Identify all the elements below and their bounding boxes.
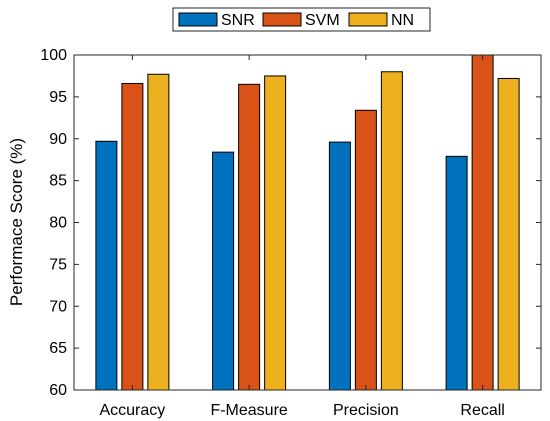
legend-swatch-svm xyxy=(262,12,302,27)
x-tick-label: Precision xyxy=(333,402,399,419)
plot-area: Accuracy F-Measure Precision Recall 60 65 70 75… xyxy=(40,47,542,419)
legend-label-svm: SVM xyxy=(305,12,340,29)
x-tick-label: Recall xyxy=(460,402,504,419)
bar-nn-accuracy xyxy=(147,73,170,391)
bar-nn-recall xyxy=(497,77,520,391)
y-tick-label: 65 xyxy=(49,340,67,357)
y-tick-label: 100 xyxy=(40,47,67,64)
bar-snr-accuracy xyxy=(95,140,118,391)
bar-svm-precision xyxy=(354,109,377,391)
x-tick-label: F-Measure xyxy=(210,402,287,419)
bar-svm-recall xyxy=(471,54,494,391)
bar-svm-accuracy xyxy=(121,82,144,391)
bar-nn-precision xyxy=(380,71,403,391)
legend-swatch-nn xyxy=(348,12,388,27)
y-tick-label: 90 xyxy=(49,131,67,148)
bar-snr-f-measure xyxy=(212,151,235,391)
y-tick-label: 60 xyxy=(49,382,67,399)
y-tick-label: 95 xyxy=(49,89,67,106)
x-tick-label: Accuracy xyxy=(99,402,165,419)
y-tick-label: 85 xyxy=(49,173,67,190)
legend-label-nn: NN xyxy=(391,12,414,29)
y-tick-label: 70 xyxy=(49,298,67,315)
legend: SNR SVM NN xyxy=(172,7,431,32)
bar-svm-f-measure xyxy=(238,83,261,391)
legend-label-snr: SNR xyxy=(221,12,255,29)
bar-snr-precision xyxy=(328,141,351,391)
axes-frame xyxy=(73,54,542,391)
y-tick-label: 75 xyxy=(49,256,67,273)
y-axis-label: Performace Score (%) xyxy=(7,138,26,306)
bar-snr-recall xyxy=(445,155,468,391)
y-tick-label: 80 xyxy=(49,215,67,232)
legend-swatch-snr xyxy=(178,12,218,27)
bar-nn-f-measure xyxy=(264,75,287,391)
